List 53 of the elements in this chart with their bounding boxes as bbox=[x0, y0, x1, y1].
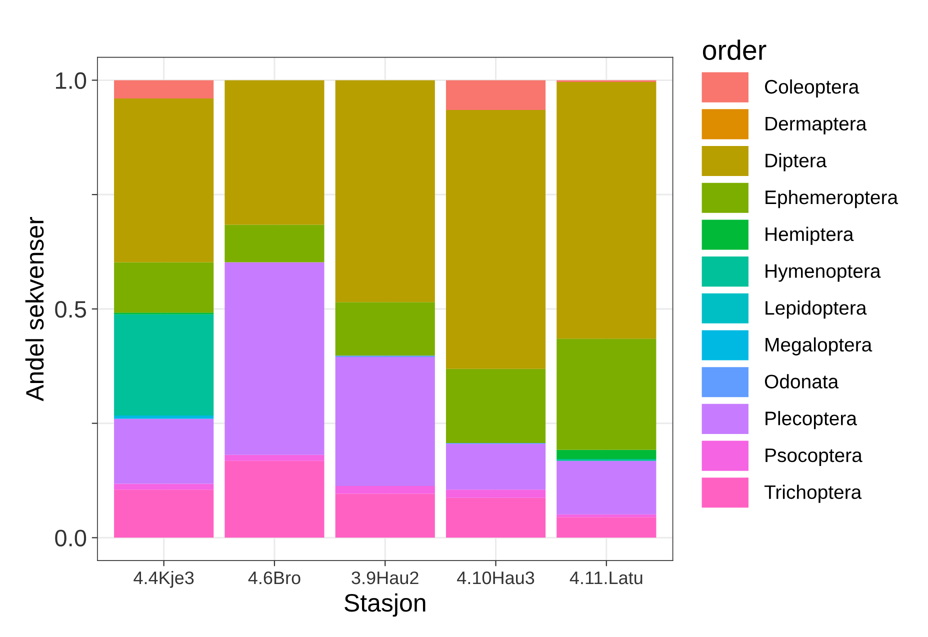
bar bbox=[446, 490, 546, 498]
bar bbox=[114, 98, 214, 262]
legend-label: Ephemeroptera bbox=[766, 190, 898, 208]
bar bbox=[446, 444, 546, 490]
x-tick-label: 3.9Hau2 bbox=[352, 571, 418, 584]
x-tick-label: 4.11.Latu bbox=[570, 572, 642, 584]
y-axis-title: Andel sekvenser bbox=[25, 216, 44, 402]
bar bbox=[446, 368, 546, 443]
bar bbox=[335, 486, 435, 494]
bar bbox=[335, 302, 435, 356]
bar bbox=[556, 460, 656, 514]
bar bbox=[556, 517, 656, 538]
legend-label: Trichoptera bbox=[764, 484, 862, 503]
x-axis-title: Stasjon bbox=[344, 593, 426, 617]
bar bbox=[335, 80, 435, 302]
legend-label: Hemiptera bbox=[766, 226, 854, 245]
bar bbox=[556, 450, 656, 459]
legend-label: Megaloptera bbox=[766, 337, 872, 356]
x-tick-label: 4.10Hau3 bbox=[457, 571, 534, 584]
bar bbox=[114, 314, 214, 416]
bar bbox=[114, 490, 214, 538]
legend-label: Lepidoptera bbox=[766, 300, 867, 319]
legend-label: Plecoptera bbox=[766, 411, 857, 430]
legend-label: Coleoptera bbox=[765, 79, 860, 98]
bar bbox=[556, 82, 656, 339]
x-tick-label: 4.6Bro bbox=[248, 571, 300, 584]
legend-label: Diptera bbox=[766, 153, 827, 172]
legend-label: Odonata bbox=[764, 374, 839, 388]
bar bbox=[114, 262, 214, 313]
legend-label: Psocoptera bbox=[766, 448, 862, 466]
legend-title: order bbox=[702, 40, 766, 60]
y-tick-label: 0.5 bbox=[55, 301, 86, 318]
bar bbox=[114, 484, 214, 490]
bar bbox=[556, 514, 656, 518]
legend-label: Hymenoptera bbox=[766, 264, 881, 282]
bar bbox=[556, 338, 656, 450]
x-tick-label: 4.4Kje3 bbox=[134, 570, 194, 588]
bar bbox=[335, 356, 435, 486]
bar bbox=[446, 110, 546, 369]
bar bbox=[446, 498, 546, 538]
bar bbox=[224, 80, 324, 225]
legend-label: Dermaptera bbox=[766, 116, 867, 134]
bar bbox=[446, 80, 546, 110]
bar bbox=[224, 224, 324, 262]
bar bbox=[224, 460, 324, 538]
bar bbox=[224, 262, 324, 455]
bar bbox=[114, 80, 214, 99]
bar bbox=[114, 418, 214, 484]
bar bbox=[114, 416, 214, 419]
bar bbox=[335, 494, 435, 538]
y-tick-label: 1.0 bbox=[56, 72, 86, 89]
y-tick-label: 0.0 bbox=[55, 530, 86, 546]
bar bbox=[224, 454, 324, 461]
